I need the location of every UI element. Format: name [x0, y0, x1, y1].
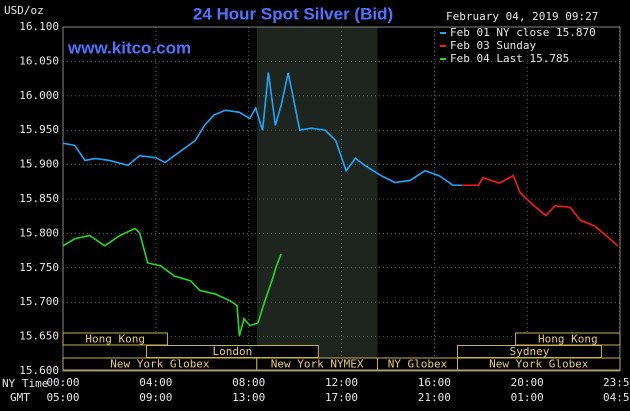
- timestamp: February 04, 2019 09:27: [446, 10, 598, 23]
- y-tick-label: 15.850: [19, 192, 59, 205]
- legend-label: Feb 01 NY close 15.870: [450, 26, 596, 39]
- y-tick-label: 15.800: [19, 226, 59, 239]
- price-line: [62, 227, 282, 337]
- x2-tick-label: 09:00: [139, 391, 172, 404]
- y-tick-label: 15.600: [19, 364, 59, 377]
- unit-label: USD/oz: [4, 4, 44, 17]
- x2-axis-label: GMT: [10, 391, 30, 404]
- session-bar: [62, 332, 168, 346]
- x-tick-label: 23:59: [603, 376, 630, 389]
- x2-tick-label: 21:00: [418, 391, 451, 404]
- y-tick-label: 15.750: [19, 261, 59, 274]
- y-tick-label: 15.700: [19, 295, 59, 308]
- x2-tick-label: 01:00: [511, 391, 544, 404]
- plot-frame: [62, 26, 621, 372]
- x-tick-label: 00:00: [46, 376, 79, 389]
- x2-tick-label: 04:59: [603, 391, 630, 404]
- x-tick-label: 08:00: [232, 376, 265, 389]
- x-tick-label: 20:00: [511, 376, 544, 389]
- x2-tick-label: 17:00: [325, 391, 358, 404]
- x2-tick-label: 05:00: [46, 391, 79, 404]
- x-tick-label: 04:00: [139, 376, 172, 389]
- price-line: [62, 72, 463, 187]
- x2-tick-label: 13:00: [232, 391, 265, 404]
- session-label: NY Globex: [388, 358, 448, 371]
- session-label: Sydney: [510, 345, 550, 358]
- legend-label: Feb 03 Sunday: [450, 39, 536, 52]
- y-tick-label: 15.900: [19, 158, 59, 171]
- session-label: Hong Kong: [85, 333, 145, 346]
- site-label: www.kitco.com: [67, 38, 191, 57]
- chart-title: 24 Hour Spot Silver (Bid): [193, 4, 393, 23]
- shaded-region: [256, 27, 378, 371]
- session-label: New York NYMEX: [271, 358, 364, 371]
- legend-label: Feb 04 Last 15.785: [450, 52, 569, 65]
- session-label: Hong Kong: [538, 333, 598, 346]
- x-tick-label: 16:00: [418, 376, 451, 389]
- session-label: London: [213, 345, 253, 358]
- x-axis-label: NY Time: [2, 377, 48, 390]
- y-tick-label: 15.650: [19, 330, 59, 343]
- y-tick-label: 16.000: [19, 89, 59, 102]
- y-tick-label: 15.950: [19, 123, 59, 136]
- x-tick-label: 12:00: [325, 376, 358, 389]
- y-tick-label: 16.050: [19, 54, 59, 67]
- session-label: New York Globex: [489, 358, 589, 371]
- session-bar: [457, 357, 621, 371]
- session-label: New York Globex: [110, 358, 210, 371]
- y-tick-label: 16.100: [19, 20, 59, 33]
- price-line: [462, 174, 619, 247]
